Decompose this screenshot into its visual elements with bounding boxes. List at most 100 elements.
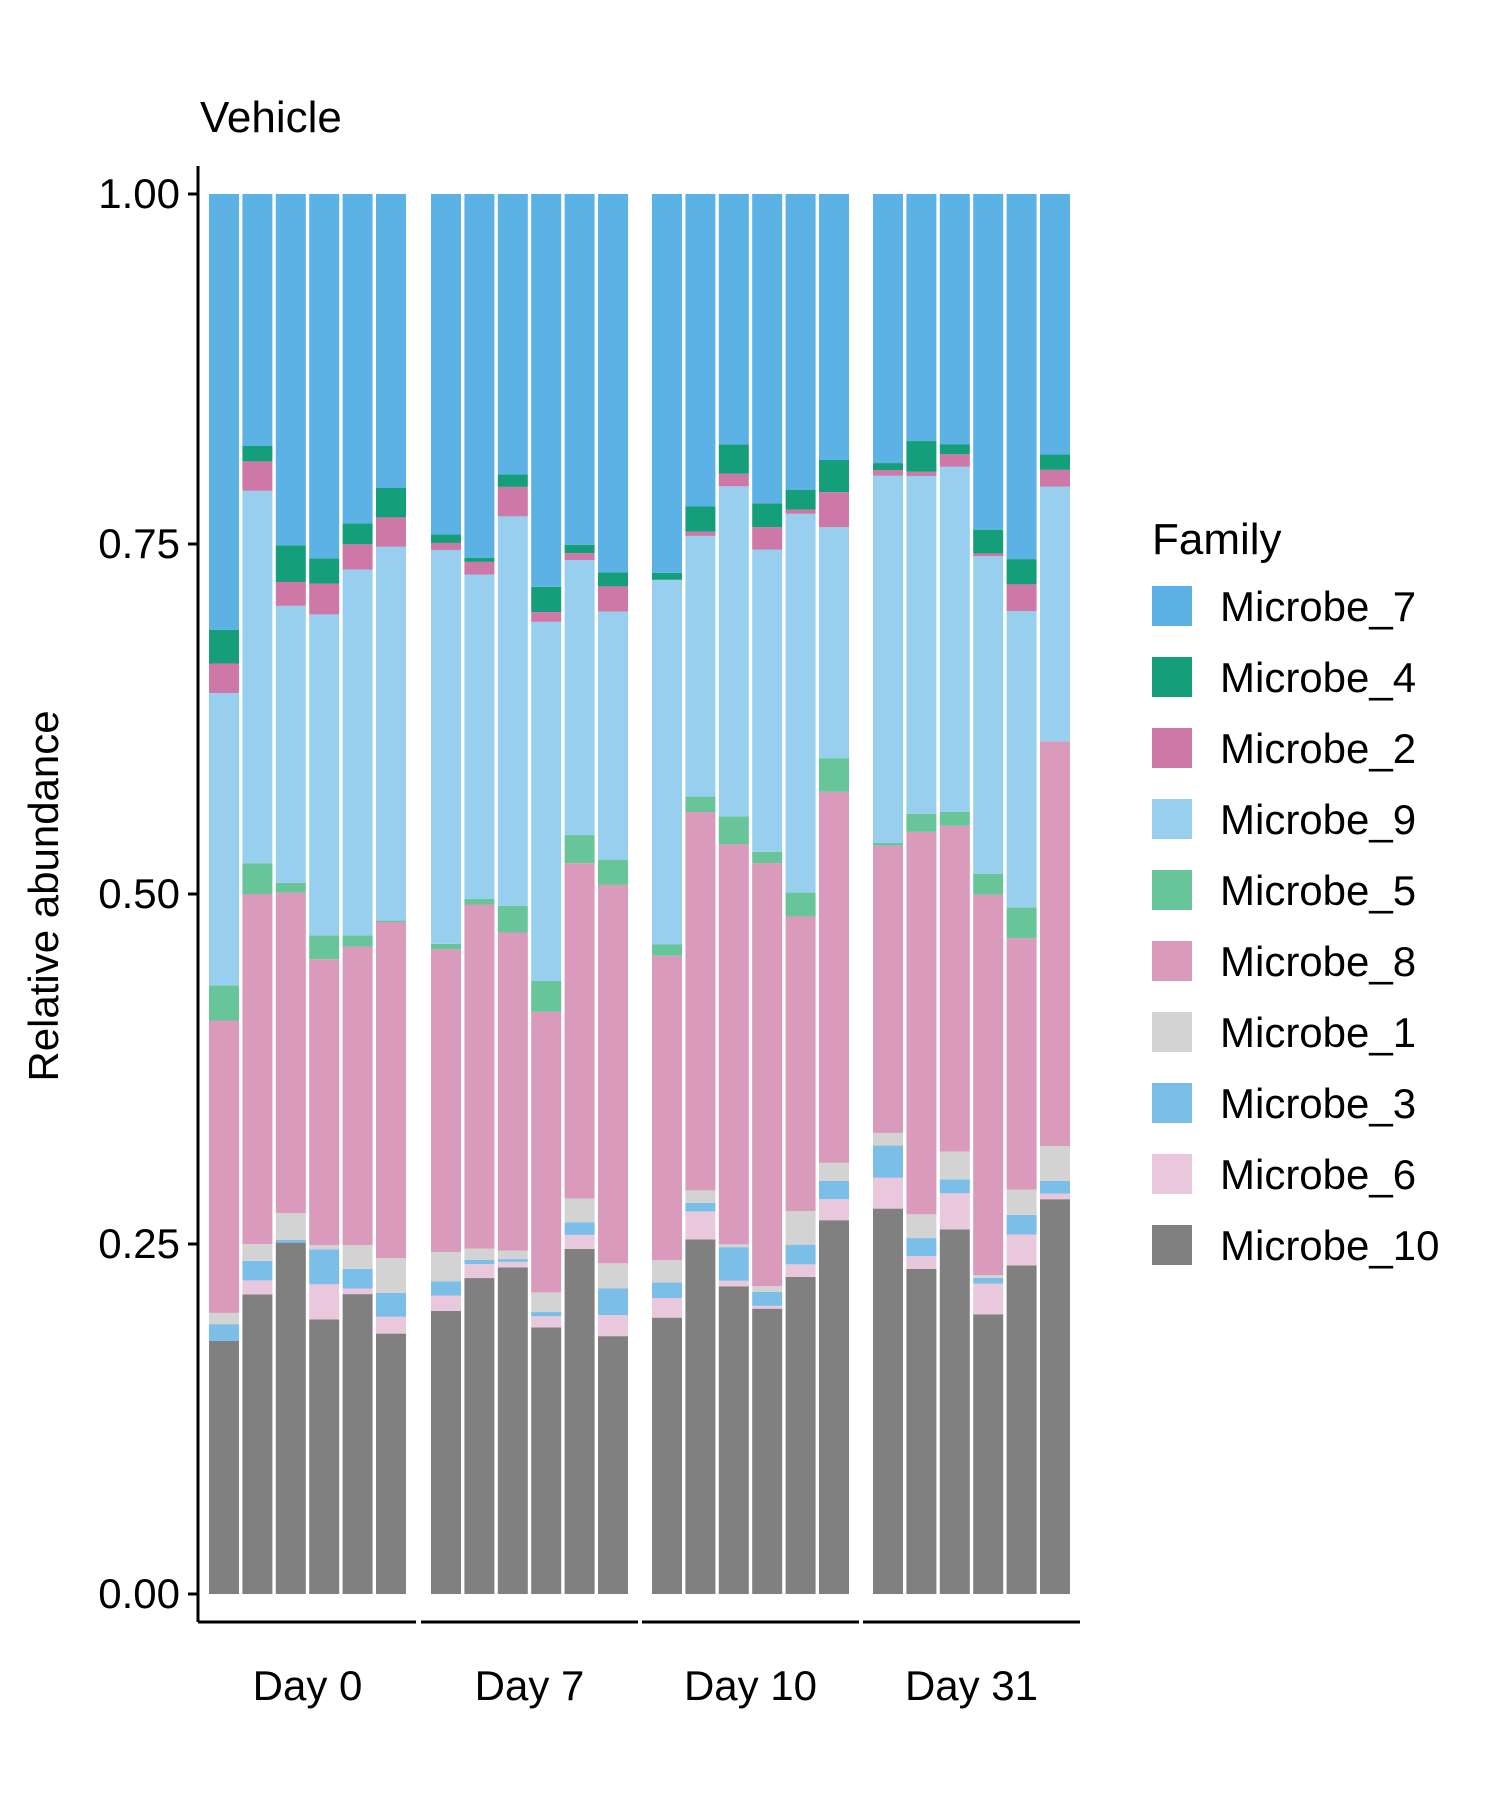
bar-segment-microbe-1	[242, 1244, 273, 1261]
bar-segment-microbe-9	[464, 574, 495, 899]
legend-title: Family	[1152, 515, 1282, 564]
bar-segment-microbe-3	[752, 1291, 783, 1306]
bar-segment-microbe-8	[275, 892, 306, 1214]
bar-segment-microbe-1	[1040, 1146, 1070, 1181]
bar-segment-microbe-2	[242, 461, 273, 491]
bar-segment-microbe-3	[685, 1203, 716, 1212]
bar-segment-microbe-5	[564, 835, 595, 864]
bar-segment-microbe-1	[431, 1252, 461, 1282]
bar-segment-microbe-8	[973, 894, 1004, 1276]
bar-segment-microbe-5	[685, 796, 716, 813]
legend-swatch	[1152, 1154, 1192, 1194]
bar-segment-microbe-9	[309, 614, 340, 936]
bar-segment-microbe-10	[242, 1294, 273, 1594]
bar-segment-microbe-6	[464, 1264, 495, 1279]
bar-segment-microbe-7	[242, 194, 273, 446]
chart-title: Vehicle	[200, 93, 342, 142]
bar-segment-microbe-6	[973, 1283, 1004, 1315]
bar-segment-microbe-8	[464, 904, 495, 1249]
bar-segment-microbe-10	[973, 1314, 1004, 1594]
bar-segment-microbe-2	[1040, 469, 1070, 487]
bar-segment-microbe-7	[564, 194, 595, 545]
bar-segment-microbe-10	[752, 1308, 783, 1594]
legend-label: Microbe_2	[1220, 725, 1416, 772]
bar-segment-microbe-3	[939, 1179, 970, 1194]
bar-segment-microbe-5	[464, 898, 495, 905]
bar-segment-microbe-6	[939, 1193, 970, 1230]
y-axis-label: Relative abundance	[20, 710, 67, 1081]
legend-label: Microbe_5	[1220, 867, 1416, 914]
bar-segment-microbe-2	[209, 663, 239, 693]
bar-segment-microbe-4	[431, 534, 461, 543]
bar-segment-microbe-1	[1006, 1189, 1037, 1215]
bar-segment-microbe-3	[275, 1239, 306, 1243]
bar-segment-microbe-4	[1040, 454, 1070, 470]
bar-segment-microbe-9	[906, 475, 937, 814]
bar-segment-microbe-2	[342, 544, 373, 570]
bar-segment-microbe-5	[531, 980, 562, 1012]
bar-segment-microbe-7	[652, 194, 682, 573]
bar-segment-microbe-5	[906, 813, 937, 832]
bar-segment-microbe-3	[209, 1324, 239, 1341]
bar-segment-microbe-9	[819, 527, 849, 759]
bar-segment-microbe-5	[342, 935, 373, 947]
bar-segment-microbe-6	[906, 1256, 937, 1269]
bar-segment-microbe-10	[464, 1278, 495, 1594]
bar-segment-microbe-3	[652, 1282, 682, 1299]
bar-segment-microbe-7	[431, 194, 461, 535]
bar-segment-microbe-10	[531, 1327, 562, 1594]
bar-segment-microbe-4	[376, 488, 406, 518]
bar-segment-microbe-10	[1006, 1265, 1037, 1594]
bar-segment-microbe-4	[275, 545, 306, 582]
bar-segment-microbe-5	[785, 892, 816, 917]
bar-segment-microbe-10	[309, 1319, 340, 1594]
bar-segment-microbe-1	[598, 1263, 628, 1289]
bar-segment-microbe-1	[718, 1244, 749, 1248]
bar-segment-microbe-3	[598, 1288, 628, 1316]
bar-segment-microbe-6	[376, 1316, 406, 1334]
bar-segment-microbe-5	[598, 859, 628, 885]
bar-segment-microbe-7	[342, 194, 373, 524]
bar-segment-microbe-5	[652, 944, 682, 956]
bar-segment-microbe-2	[564, 553, 595, 561]
legend-label: Microbe_4	[1220, 654, 1416, 701]
bar-segment-microbe-8	[939, 825, 970, 1152]
bar-segment-microbe-8	[309, 959, 340, 1246]
legend: Family Microbe_7 Microbe_4 Microbe_2 Microb…	[1152, 515, 1439, 1269]
legend-label: Microbe_9	[1220, 796, 1416, 843]
legend-swatch	[1152, 728, 1192, 768]
bar-segment-microbe-7	[939, 194, 970, 445]
bar-segment-microbe-5	[819, 758, 849, 792]
bar-segment-microbe-10	[497, 1267, 528, 1594]
bar-segment-microbe-9	[973, 556, 1004, 874]
bar-segment-microbe-2	[598, 586, 628, 612]
bar-segment-microbe-4	[309, 558, 340, 584]
bar-segment-microbe-4	[873, 463, 903, 471]
legend-label: Microbe_6	[1220, 1151, 1416, 1198]
bar-segment-microbe-6	[1006, 1234, 1037, 1266]
bar-segment-microbe-4	[652, 572, 682, 580]
bar-segment-microbe-4	[685, 506, 716, 532]
bar-segment-microbe-9	[685, 535, 716, 797]
bar-segment-microbe-6	[242, 1280, 273, 1295]
bar-segment-microbe-10	[873, 1208, 903, 1594]
legend-swatch	[1152, 870, 1192, 910]
bar-segment-microbe-2	[973, 553, 1004, 557]
bar-segment-microbe-1	[209, 1312, 239, 1325]
bar-segment-microbe-9	[598, 611, 628, 860]
bar-segment-microbe-7	[1006, 194, 1037, 560]
bar-segment-microbe-7	[1040, 194, 1070, 455]
bar-segment-microbe-10	[652, 1317, 682, 1594]
bar-segment-microbe-5	[242, 863, 273, 894]
bar-segment-microbe-8	[906, 831, 937, 1215]
bar-segment-microbe-6	[598, 1315, 628, 1337]
bar-segment-microbe-2	[939, 454, 970, 467]
bar-segment-microbe-8	[819, 791, 849, 1163]
bar-segment-microbe-4	[497, 474, 528, 487]
bar-segment-microbe-10	[819, 1220, 849, 1594]
legend-label: Microbe_7	[1220, 583, 1416, 630]
bar-segment-microbe-5	[718, 816, 749, 845]
bar-segment-microbe-2	[873, 470, 903, 476]
bar-segment-microbe-6	[431, 1295, 461, 1311]
